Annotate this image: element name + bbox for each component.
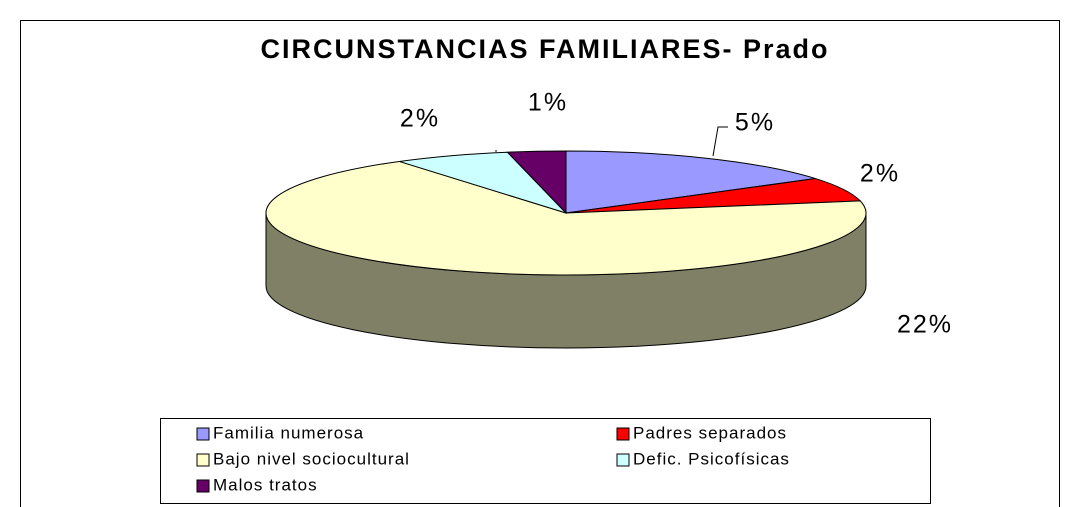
data-label: 5%: [735, 109, 775, 137]
data-label: 22%: [897, 311, 953, 339]
legend-swatch: [616, 427, 630, 441]
pie-slice: [399, 151, 567, 214]
legend-box: [160, 418, 931, 504]
legend-swatch: [616, 453, 630, 467]
pie-slice: [506, 150, 567, 215]
leader-line: [712, 126, 728, 157]
pie-slice: [265, 160, 867, 276]
legend-swatch: [196, 453, 210, 467]
data-label: 2%: [400, 105, 440, 133]
chart-title: CIRCUNSTANCIAS FAMILIARES- Prado: [260, 34, 829, 64]
data-label: 1%: [528, 89, 568, 117]
pie-slice: [565, 150, 816, 214]
legend-label: Defic. Psicofísicas: [633, 449, 790, 468]
legend-swatch: [196, 427, 210, 441]
legend-swatch: [196, 479, 210, 493]
legend-label: Familia numerosa: [213, 423, 364, 442]
legend-label: Malos tratos: [213, 475, 318, 494]
data-label: 2%: [860, 160, 900, 188]
legend-label: Padres separados: [633, 423, 787, 442]
legend-label: Bajo nivel sociocultural: [213, 449, 410, 468]
